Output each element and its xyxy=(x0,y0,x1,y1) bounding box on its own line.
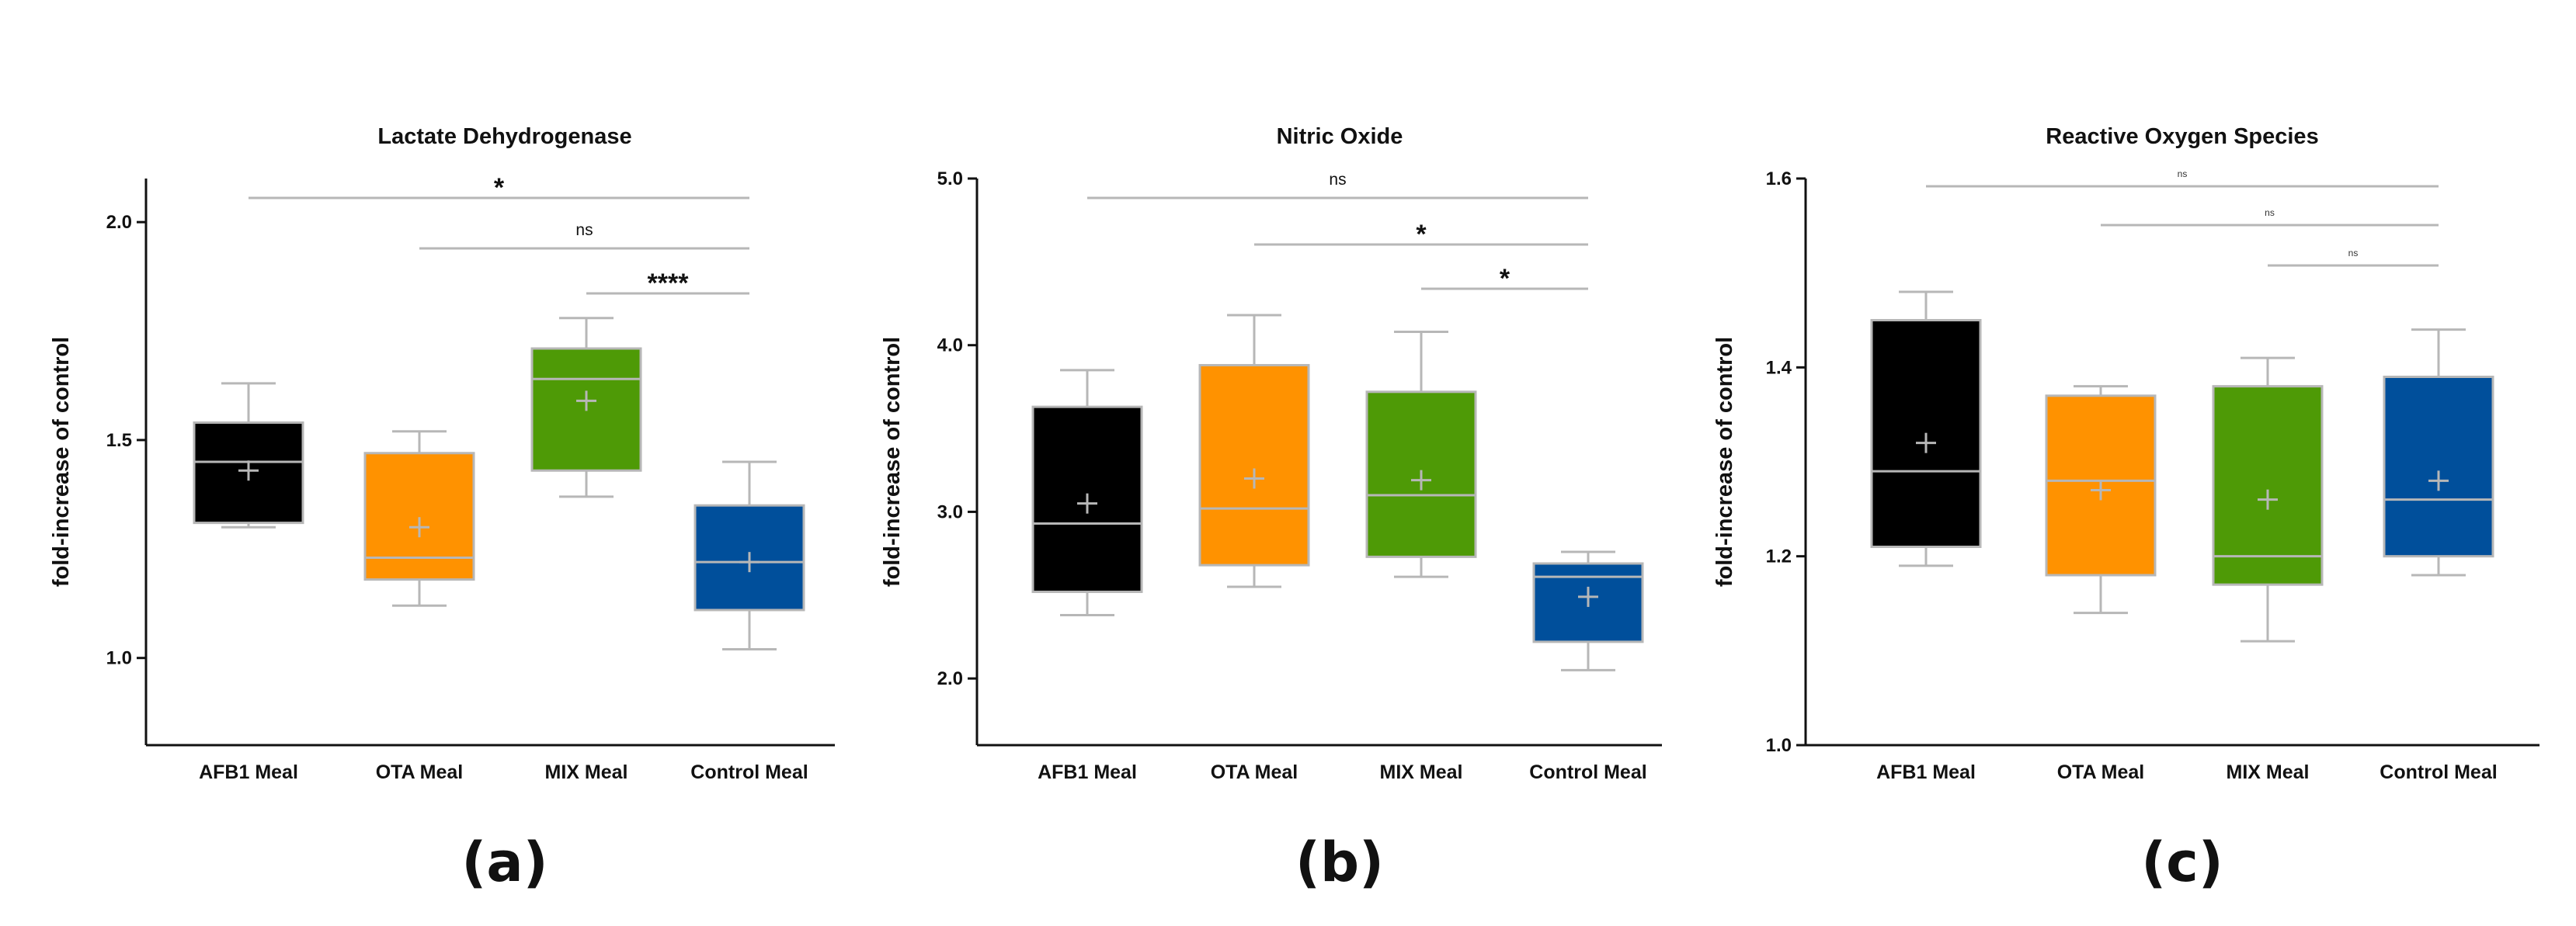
box-body xyxy=(363,452,475,581)
y-axis-label: fold-increase of control xyxy=(880,337,905,587)
y-tick-label: 4.0 xyxy=(937,335,963,356)
chart-panel-2: Nitric Oxide fold-increase of control 2.0 3… xyxy=(880,124,1662,894)
chart-panel-1: Lactate Dehydrogenase fold-increase of co… xyxy=(49,124,835,894)
x-tick-label: Control Meal xyxy=(690,761,808,783)
x-tick-label: AFB1 Meal xyxy=(1876,761,1976,783)
significance-label: * xyxy=(1416,220,1427,249)
significance-label: ns xyxy=(2178,168,2188,179)
panel-label: (c) xyxy=(2141,831,2223,894)
box-body xyxy=(2212,385,2324,586)
x-tick-label: AFB1 Meal xyxy=(199,761,298,783)
significance-label: ns xyxy=(2348,248,2359,258)
box-1 xyxy=(1870,290,1982,567)
box-4 xyxy=(1532,550,1644,671)
y-tick-label: 1.0 xyxy=(1766,735,1792,756)
chart-panel-3: Reactive Oxygen Species fold-increase of … xyxy=(1712,124,2539,894)
x-tick-label: MIX Meal xyxy=(545,761,628,783)
x-tick-label: AFB1 Meal xyxy=(1038,761,1137,783)
x-tick-label: Control Meal xyxy=(1529,761,1646,783)
y-tick-label: 5.0 xyxy=(937,168,963,189)
y-axis-label: fold-increase of control xyxy=(1712,337,1737,587)
x-tick-label: MIX Meal xyxy=(1380,761,1463,783)
chart-title: Reactive Oxygen Species xyxy=(2046,124,2318,149)
y-tick-label: 1.6 xyxy=(1766,168,1792,189)
significance-label: ns xyxy=(1329,171,1346,189)
x-tick-label: Control Meal xyxy=(2380,761,2497,783)
x-tick-label: MIX Meal xyxy=(2227,761,2310,783)
box-body xyxy=(193,421,304,525)
significance-label: **** xyxy=(648,269,690,298)
box-body xyxy=(1198,363,1310,567)
box-3 xyxy=(2212,356,2324,643)
y-tick-label: 2.0 xyxy=(106,212,132,233)
y-tick-label: 3.0 xyxy=(937,501,963,522)
y-tick-label: 1.0 xyxy=(106,648,132,669)
x-tick-label: OTA Meal xyxy=(1211,761,1298,783)
significance-label: ns xyxy=(2265,207,2275,218)
chart-title: Lactate Dehydrogenase xyxy=(377,124,631,149)
box-2 xyxy=(1198,314,1310,588)
box-4 xyxy=(2383,328,2494,577)
significance-label: * xyxy=(494,173,505,203)
panel-label: (a) xyxy=(461,831,548,894)
box-body xyxy=(2383,376,2494,558)
box-3 xyxy=(1365,331,1477,578)
box-3 xyxy=(530,317,642,498)
box-1 xyxy=(193,382,304,529)
y-tick-label: 1.5 xyxy=(106,430,132,451)
y-axis-label: fold-increase of control xyxy=(49,337,74,587)
y-tick-label: 2.0 xyxy=(937,668,963,689)
box-2 xyxy=(363,430,475,607)
box-2 xyxy=(2045,385,2157,615)
x-tick-label: OTA Meal xyxy=(2057,761,2145,783)
significance-label: * xyxy=(1500,264,1510,293)
significance-label: ns xyxy=(575,221,593,239)
y-tick-label: 1.2 xyxy=(1766,546,1792,567)
chart-title: Nitric Oxide xyxy=(1277,124,1403,149)
y-tick-label: 1.4 xyxy=(1766,357,1792,378)
x-tick-label: OTA Meal xyxy=(376,761,464,783)
panel-label: (b) xyxy=(1295,831,1384,894)
box-4 xyxy=(694,460,805,650)
box-1 xyxy=(1031,369,1143,617)
